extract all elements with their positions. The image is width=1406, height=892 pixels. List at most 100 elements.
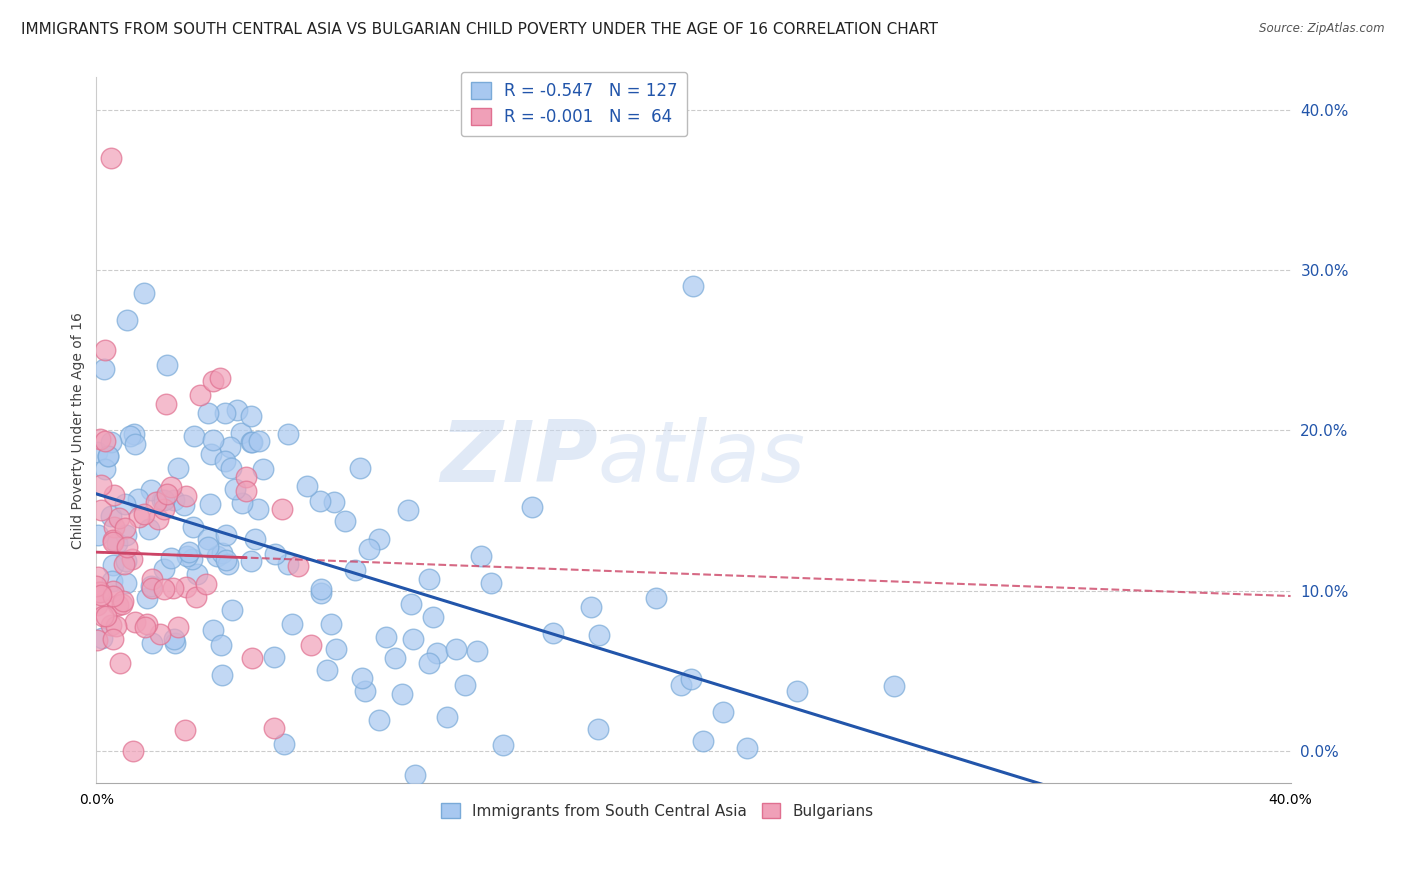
Point	[150, 492, 173, 507]
Point	[90, 631, 112, 645]
Point	[349, 460, 371, 475]
Point	[581, 600, 603, 615]
Point	[299, 638, 322, 652]
Point	[200, 497, 222, 511]
Point	[375, 630, 398, 644]
Text: IMMIGRANTS FROM SOUTH CENTRAL ASIA VS BULGARIAN CHILD POVERTY UNDER THE AGE OF 1: IMMIGRANTS FROM SOUTH CENTRAL ASIA VS BU…	[21, 22, 938, 37]
Point	[246, 501, 269, 516]
Point	[479, 575, 502, 590]
Point	[240, 434, 263, 449]
Point	[309, 494, 332, 508]
Point	[141, 636, 163, 650]
Point	[277, 557, 299, 571]
Point	[316, 663, 339, 677]
Point	[100, 618, 122, 632]
Point	[682, 279, 704, 293]
Point	[883, 679, 905, 693]
Point	[520, 500, 543, 515]
Point	[162, 581, 184, 595]
Point	[181, 520, 204, 534]
Point	[177, 545, 200, 559]
Point	[138, 522, 160, 536]
Point	[263, 722, 285, 736]
Text: ZIP: ZIP	[440, 417, 598, 500]
Point	[105, 535, 128, 549]
Point	[87, 570, 110, 584]
Point	[215, 553, 238, 567]
Point	[201, 374, 224, 388]
Point	[139, 483, 162, 497]
Point	[128, 510, 150, 524]
Point	[735, 740, 758, 755]
Point	[111, 597, 134, 611]
Point	[226, 402, 249, 417]
Point	[89, 433, 111, 447]
Point	[145, 495, 167, 509]
Point	[391, 688, 413, 702]
Point	[101, 584, 124, 599]
Point	[135, 617, 157, 632]
Point	[134, 619, 156, 633]
Point	[97, 449, 120, 463]
Point	[671, 678, 693, 692]
Point	[335, 514, 357, 528]
Text: atlas: atlas	[598, 417, 806, 500]
Point	[263, 649, 285, 664]
Point	[87, 585, 110, 599]
Point	[103, 488, 125, 502]
Point	[343, 563, 366, 577]
Point	[287, 558, 309, 573]
Point	[273, 737, 295, 751]
Point	[426, 646, 449, 660]
Point	[231, 425, 253, 440]
Point	[367, 532, 389, 546]
Text: Source: ZipAtlas.com: Source: ZipAtlas.com	[1260, 22, 1385, 36]
Point	[197, 406, 219, 420]
Point	[321, 617, 343, 632]
Point	[252, 462, 274, 476]
Point	[325, 641, 347, 656]
Point	[211, 668, 233, 682]
Point	[444, 642, 467, 657]
Point	[153, 501, 176, 516]
Point	[454, 678, 477, 692]
Point	[350, 671, 373, 685]
Point	[214, 453, 236, 467]
Point	[86, 598, 108, 612]
Point	[112, 557, 135, 571]
Point	[311, 582, 333, 596]
Point	[93, 362, 115, 376]
Point	[541, 626, 564, 640]
Point	[114, 521, 136, 535]
Point	[124, 615, 146, 629]
Point	[422, 609, 444, 624]
Point	[396, 503, 419, 517]
Point	[87, 528, 110, 542]
Point	[117, 541, 139, 555]
Point	[644, 591, 666, 605]
Point	[208, 370, 231, 384]
Point	[111, 594, 134, 608]
Point	[114, 497, 136, 511]
Point	[470, 549, 492, 564]
Point	[167, 461, 190, 475]
Point	[368, 713, 391, 727]
Point	[107, 599, 129, 613]
Point	[96, 608, 118, 623]
Point	[235, 484, 257, 499]
Point	[271, 502, 294, 516]
Point	[155, 397, 177, 411]
Point	[141, 582, 163, 596]
Point	[188, 388, 211, 402]
Point	[122, 427, 145, 442]
Point	[115, 313, 138, 327]
Point	[162, 632, 184, 646]
Point	[247, 434, 270, 448]
Point	[122, 744, 145, 758]
Point	[100, 508, 122, 523]
Point	[221, 603, 243, 617]
Point	[436, 710, 458, 724]
Point	[101, 574, 124, 588]
Point	[176, 549, 198, 563]
Point	[86, 633, 108, 648]
